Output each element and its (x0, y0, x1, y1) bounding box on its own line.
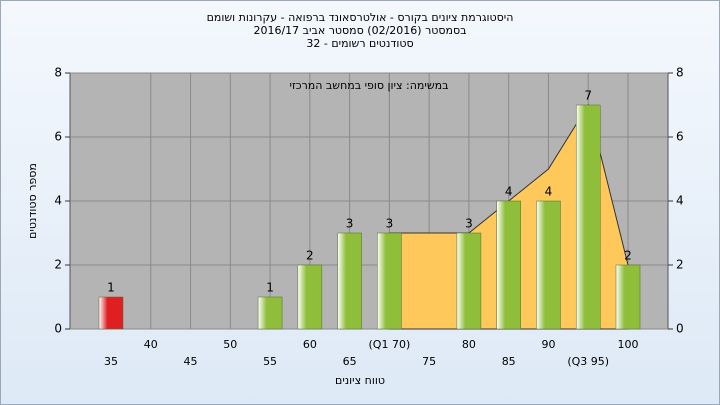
y2-tick-label: 2 (676, 258, 684, 272)
data-label: 1 (266, 281, 274, 295)
chart-title: היסטוגרמת ציונים בקורס - אולטרסאונד ברפו… (207, 11, 514, 24)
chart-subtitle: סטודנטים רשומים - 32 (306, 37, 413, 50)
y2-tick-label: 0 (676, 322, 684, 336)
annotation: במשימה: ציון סופי במחשב המרכזי (289, 79, 448, 92)
data-label: 3 (465, 217, 473, 231)
bar (377, 232, 402, 330)
bar (257, 296, 283, 330)
y-tick-label: 6 (54, 130, 62, 144)
x-axis-title: טווח ציונים (335, 374, 385, 387)
bar (98, 296, 124, 330)
y-tick-label: 0 (54, 322, 62, 336)
x-tick-label: 85 (502, 355, 516, 368)
data-label: 1 (107, 281, 115, 295)
x-tick-label: (Q3 95) (567, 355, 609, 368)
x-tick-label: 60 (303, 338, 317, 351)
y-tick-label: 8 (54, 66, 62, 80)
bar (496, 200, 521, 330)
data-label: 2 (306, 249, 314, 263)
bar (575, 104, 601, 330)
y-axis-title: מספר סטודנטים (26, 163, 39, 239)
y2-tick-label: 4 (676, 194, 684, 208)
x-tick-label: 55 (263, 355, 277, 368)
data-label: 4 (505, 185, 513, 199)
x-tick-label: (Q1 70) (369, 338, 411, 351)
chart-subtitle: בסמסטר (02/2016) סמסטר אביב 2016/17 (253, 24, 466, 37)
bar (536, 200, 561, 330)
data-label: 7 (584, 89, 592, 103)
x-tick-label: 75 (422, 355, 436, 368)
y2-tick-label: 6 (676, 130, 684, 144)
x-tick-label: 40 (144, 338, 158, 351)
x-tick-label: 90 (541, 338, 555, 351)
x-tick-label: 45 (184, 355, 198, 368)
bar (456, 232, 482, 330)
x-tick-label: 80 (462, 338, 476, 351)
x-tick-label: 35 (104, 355, 118, 368)
bar (337, 232, 362, 330)
data-label: 3 (346, 217, 354, 231)
bar (297, 264, 323, 330)
data-label: 2 (624, 249, 632, 263)
bar (615, 264, 641, 330)
data-label: 4 (545, 185, 553, 199)
y2-tick-label: 8 (676, 66, 684, 80)
x-tick-label: 100 (618, 338, 639, 351)
y-tick-label: 4 (54, 194, 62, 208)
data-label: 3 (386, 217, 394, 231)
y-tick-label: 2 (54, 258, 62, 272)
x-tick-label: 50 (223, 338, 237, 351)
x-tick-label: 65 (343, 355, 357, 368)
